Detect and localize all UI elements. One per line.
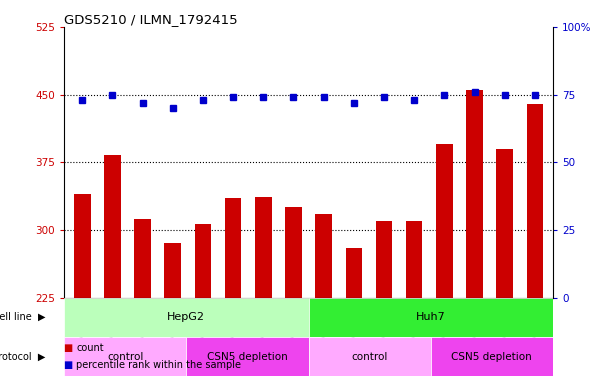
Bar (466, 90, 483, 298)
Bar (186, 337, 309, 376)
Text: ■: ■ (64, 343, 76, 353)
Bar (406, 221, 422, 298)
Bar (195, 223, 211, 298)
Text: ■: ■ (64, 360, 76, 370)
Text: GDS5210 / ILMN_1792415: GDS5210 / ILMN_1792415 (64, 13, 238, 26)
Bar (315, 214, 332, 298)
Bar (164, 243, 181, 298)
Bar (225, 198, 241, 298)
Text: percentile rank within the sample: percentile rank within the sample (76, 360, 241, 370)
Bar (345, 248, 362, 298)
Text: CSN5 depletion: CSN5 depletion (452, 352, 532, 362)
Bar (64, 298, 309, 337)
Bar (74, 194, 90, 298)
Text: cell line  ▶: cell line ▶ (0, 312, 46, 322)
Text: Huh7: Huh7 (416, 312, 445, 322)
Text: CSN5 depletion: CSN5 depletion (207, 352, 288, 362)
Bar (255, 197, 272, 298)
Bar (376, 221, 392, 298)
Text: count: count (76, 343, 104, 353)
Bar (309, 337, 431, 376)
Text: HepG2: HepG2 (167, 312, 205, 322)
Bar (309, 298, 553, 337)
Text: protocol  ▶: protocol ▶ (0, 352, 46, 362)
Bar (431, 337, 553, 376)
Bar (496, 149, 513, 298)
Bar (104, 155, 121, 298)
Text: control: control (107, 352, 144, 362)
Bar (436, 144, 453, 298)
Text: control: control (351, 352, 388, 362)
Bar (134, 219, 151, 298)
Bar (285, 207, 302, 298)
Bar (527, 104, 543, 298)
Bar (64, 337, 186, 376)
